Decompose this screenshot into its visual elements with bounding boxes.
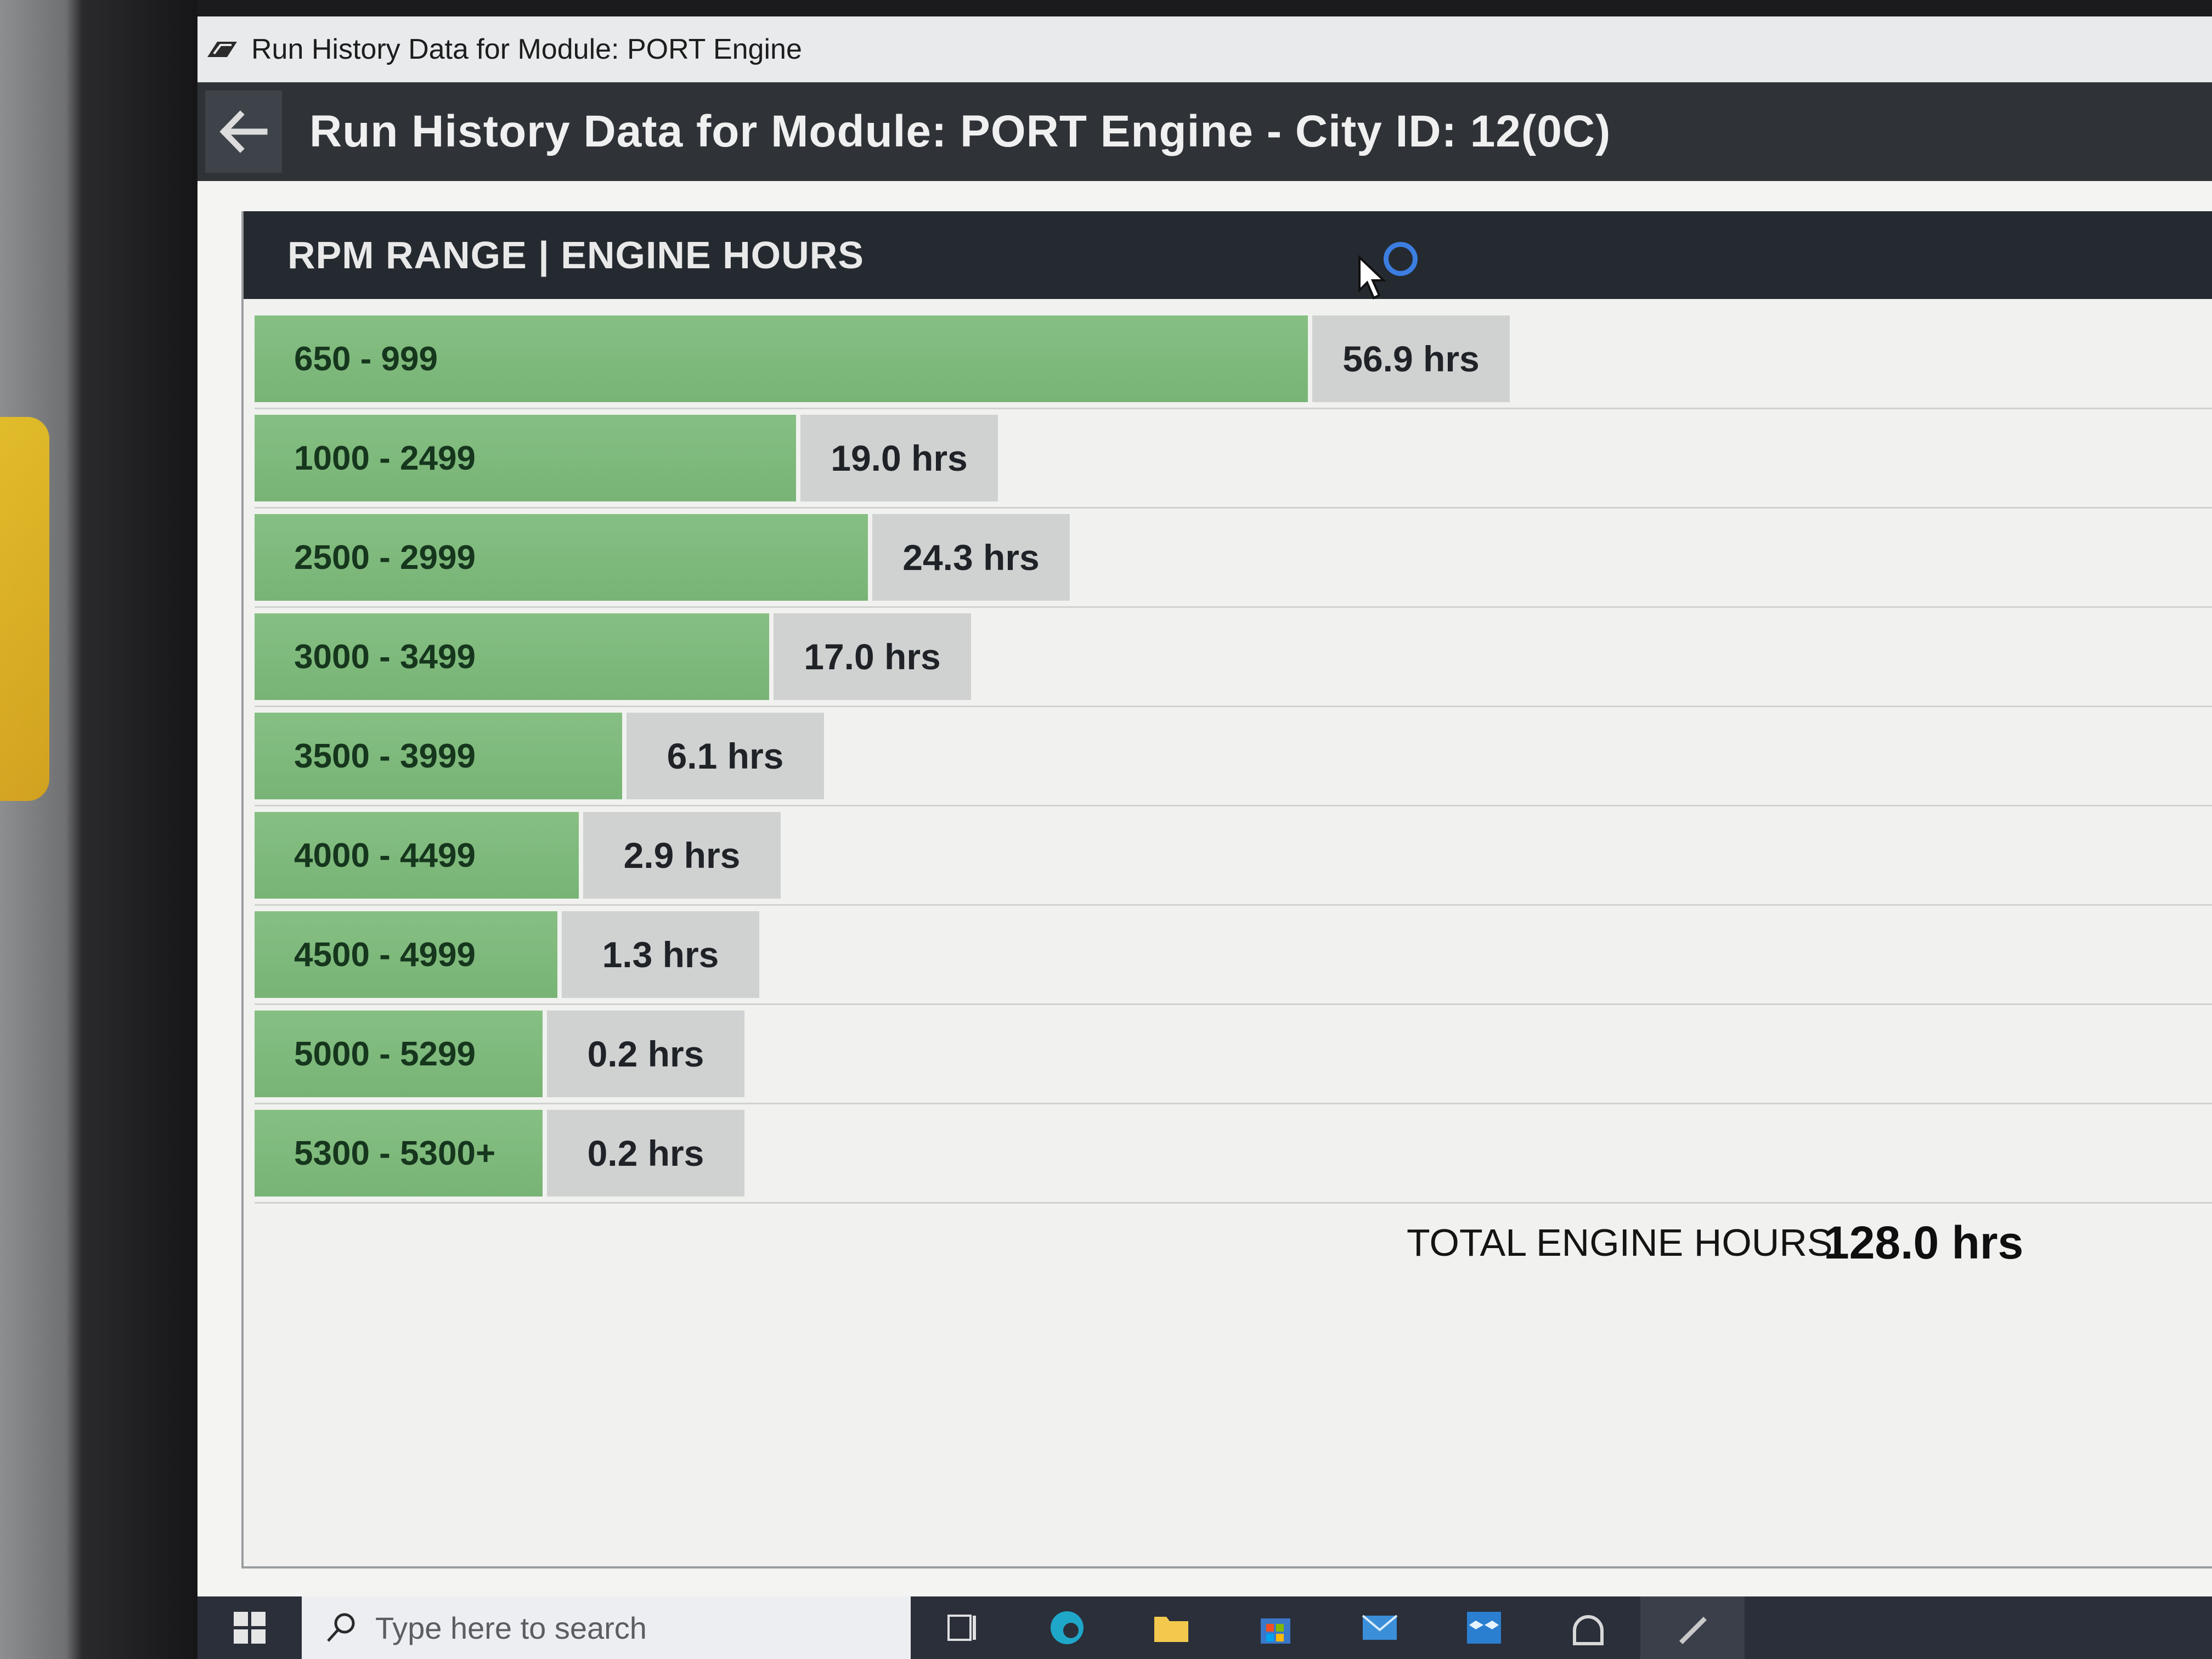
hours-bar: 5000 - 5299 — [255, 1011, 543, 1097]
rpm-range-label: 4000 - 4499 — [294, 836, 476, 874]
screen: Run History Data for Module: PORT Engine… — [198, 16, 2212, 1659]
engine-hours-cell: 6.1 hrs — [627, 713, 824, 799]
engine-hours-cell: 17.0 hrs — [774, 613, 971, 700]
engine-hours-value: 0.2 hrs — [587, 1133, 704, 1173]
engine-hours-value: 0.2 hrs — [587, 1034, 704, 1074]
monitor-bezel — [0, 0, 198, 1659]
rpm-range-label: 3000 - 3499 — [294, 637, 476, 676]
total-engine-hours-label: TOTAL ENGINE HOURS: — [1407, 1221, 1844, 1264]
edge-icon[interactable] — [1015, 1596, 1119, 1659]
run-history-panel: RPM RANGE | ENGINE HOURS 650 - 999 56.9 h… — [241, 211, 2212, 1568]
hours-bar: 4000 - 4499 — [255, 812, 579, 899]
task-view-icon[interactable] — [911, 1596, 1015, 1659]
search-icon — [327, 1613, 355, 1642]
engine-hours-cell: 2.9 hrs — [583, 812, 781, 899]
window-titlebar: Run History Data for Module: PORT Engine — [198, 16, 2212, 83]
rpm-range-label: 1000 - 2499 — [294, 439, 476, 477]
engine-hours-cell: 0.2 hrs — [547, 1110, 744, 1197]
rpm-range-label: 3500 - 3999 — [294, 737, 476, 775]
file-explorer-icon[interactable] — [1119, 1596, 1223, 1659]
table-row: 4500 - 4999 1.3 hrs — [255, 906, 2212, 1005]
engine-hours-value: 56.9 hrs — [1342, 338, 1480, 379]
taskbar-search-box[interactable]: Type here to search — [302, 1596, 911, 1659]
total-engine-hours-value: 128.0 hrs — [1824, 1217, 2024, 1268]
engine-hours-value: 17.0 hrs — [804, 636, 941, 677]
rpm-range-label: 650 - 999 — [294, 340, 438, 378]
engine-hours-value: 6.1 hrs — [667, 736, 784, 776]
hours-bar: 650 - 999 — [255, 315, 1308, 402]
start-button[interactable] — [198, 1596, 302, 1659]
table-row: 5000 - 5299 0.2 hrs — [255, 1005, 2212, 1104]
search-placeholder: Type here to search — [375, 1610, 647, 1645]
background-seat — [0, 417, 49, 801]
table-row: 4000 - 4499 2.9 hrs — [255, 806, 2212, 906]
engine-hours-cell: 56.9 hrs — [1312, 315, 1510, 402]
table-row: 5300 - 5300+ 0.2 hrs — [255, 1104, 2212, 1204]
mail-icon[interactable] — [1328, 1596, 1432, 1659]
table-row: 2500 - 2999 24.3 hrs — [255, 509, 2212, 608]
engine-hours-value: 1.3 hrs — [602, 934, 719, 975]
engine-hours-cell: 24.3 hrs — [872, 514, 1070, 601]
store-icon[interactable] — [1223, 1596, 1328, 1659]
dropbox-icon[interactable] — [1432, 1596, 1536, 1659]
hours-bar: 3500 - 3999 — [255, 713, 622, 799]
engine-hours-value: 24.3 hrs — [902, 537, 1040, 578]
table-row: 3000 - 3499 17.0 hrs — [255, 608, 2212, 707]
rpm-range-label: 2500 - 2999 — [294, 538, 476, 577]
window-title: Run History Data for Module: PORT Engine — [251, 33, 802, 65]
hours-bar: 5300 - 5300+ — [255, 1110, 543, 1197]
hours-bar: 3000 - 3499 — [255, 613, 769, 700]
engine-hours-value: 19.0 hrs — [831, 438, 968, 478]
page-header: Run History Data for Module: PORT Engine… — [198, 82, 2212, 181]
engine-hours-cell: 19.0 hrs — [800, 415, 998, 501]
back-button[interactable] — [205, 91, 282, 173]
engine-hours-value: 2.9 hrs — [623, 835, 741, 876]
table-header-label: RPM RANGE | ENGINE HOURS — [287, 234, 864, 276]
rpm-range-label: 5000 - 5299 — [294, 1035, 476, 1073]
hours-bar: 4500 - 4999 — [255, 911, 557, 998]
table-row: 1000 - 2499 19.0 hrs — [255, 409, 2212, 509]
engine-hours-cell: 0.2 hrs — [547, 1011, 744, 1097]
table-row: 650 - 999 56.9 hrs — [255, 310, 2212, 409]
app-icon[interactable] — [1536, 1596, 1640, 1659]
mouse-cursor-icon — [1358, 255, 1386, 300]
rpm-range-label: 5300 - 5300+ — [294, 1134, 496, 1172]
loading-spinner-icon — [1384, 242, 1418, 276]
rpm-hours-table: 650 - 999 56.9 hrs 1000 - 2499 19.0 hrs 2500… — [255, 310, 2212, 1204]
taskbar: Type here to search — [198, 1596, 2212, 1659]
engine-hours-cell: 1.3 hrs — [562, 911, 759, 998]
rpm-range-label: 4500 - 4999 — [294, 935, 476, 974]
windows-icon — [234, 1612, 266, 1644]
table-header: RPM RANGE | ENGINE HOURS — [244, 211, 2212, 299]
page-title: Run History Data for Module: PORT Engine… — [309, 106, 1611, 156]
hours-bar: 1000 - 2499 — [255, 415, 796, 501]
hours-bar: 2500 - 2999 — [255, 514, 868, 601]
pen-icon[interactable] — [1640, 1596, 1745, 1659]
arrow-left-icon — [219, 110, 268, 153]
app-logo-icon — [204, 37, 239, 61]
table-row: 3500 - 3999 6.1 hrs — [255, 707, 2212, 806]
